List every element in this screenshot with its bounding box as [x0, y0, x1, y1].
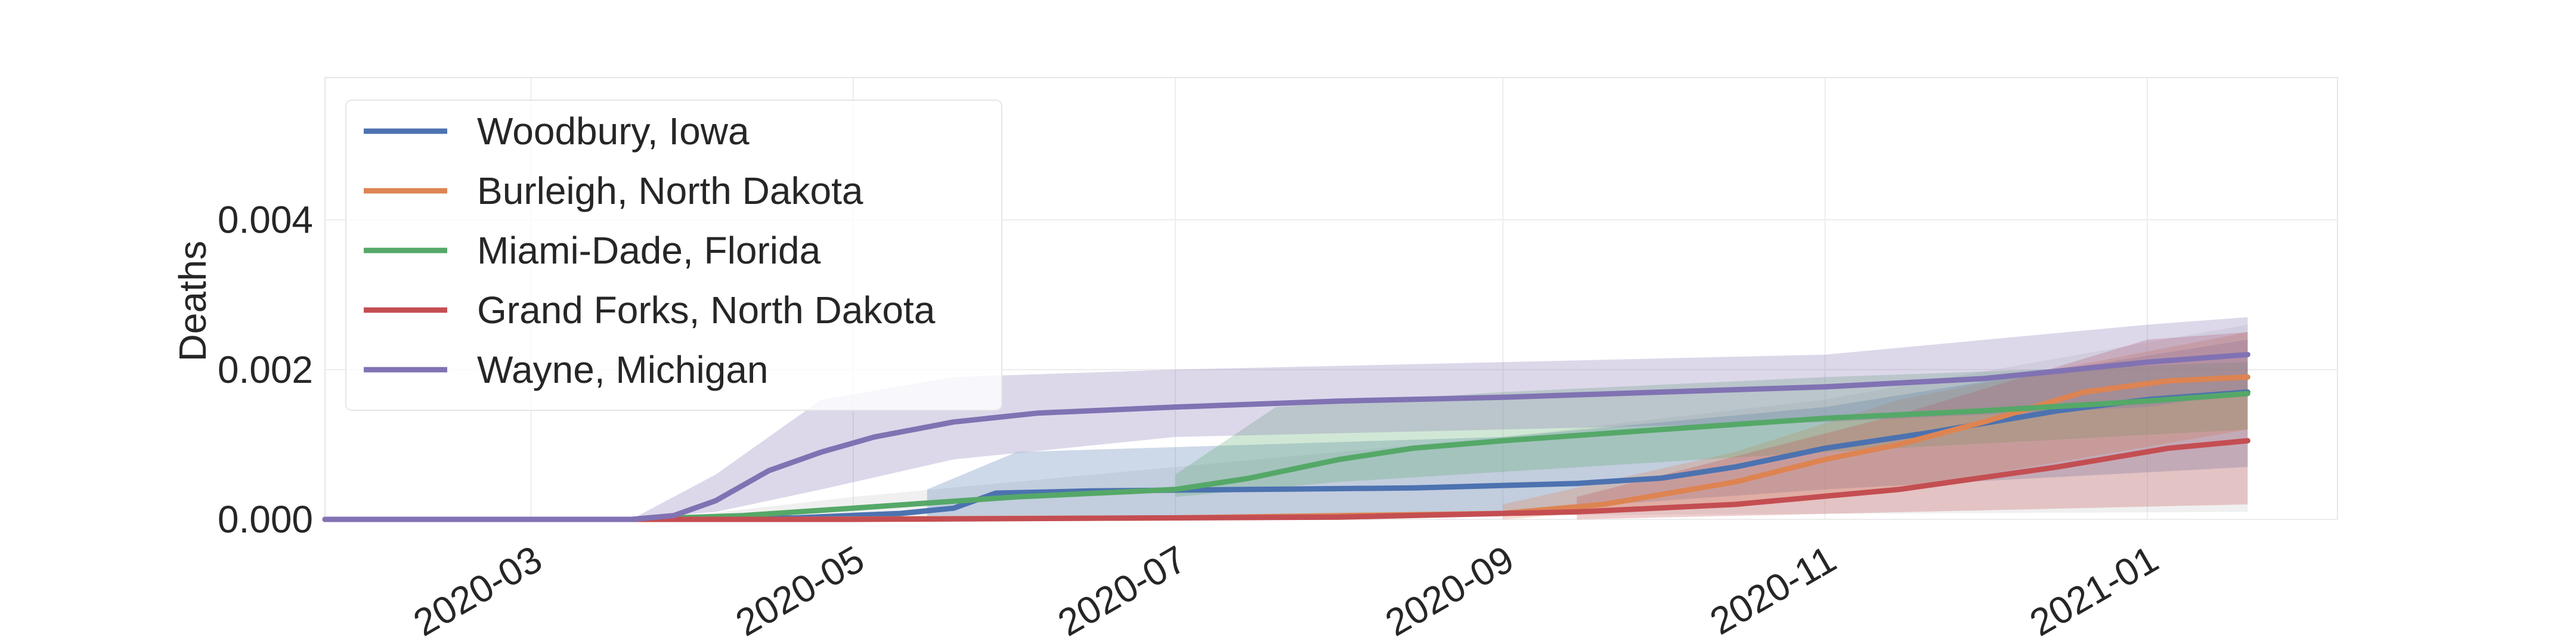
legend-label: Woodbury, Iowa: [477, 110, 750, 153]
y-tick-label: 0.002: [218, 348, 313, 391]
legend: Woodbury, Iowa Burleigh, North Dakota Miam…: [345, 100, 1002, 411]
y-axis-tick-labels: 0.000 0.002 0.004: [218, 199, 313, 541]
y-axis-label: Deaths: [171, 241, 214, 362]
series-line: [322, 438, 2250, 522]
x-tick-label: 2020-11: [1703, 537, 1843, 643]
background-band-area: [658, 324, 2248, 519]
series-lines: [322, 352, 2250, 522]
series-line: [322, 391, 2250, 522]
series-band: [631, 317, 2248, 519]
legend-label: Wayne, Michigan: [477, 348, 769, 391]
y-tick-label: 0.000: [218, 498, 313, 541]
legend-box: [345, 100, 1002, 411]
x-tick-label: 2021-01: [2023, 537, 2165, 644]
x-tick-label: 2020-05: [729, 537, 871, 644]
legend-label: Burleigh, North Dakota: [477, 169, 863, 212]
background-county-band: [658, 324, 2248, 519]
x-tick-label: 2020-03: [406, 537, 549, 644]
series-band: [1577, 332, 2248, 519]
series-line: [322, 352, 2250, 522]
x-tick-label: 2020-09: [1378, 537, 1521, 644]
y-tick-label: 0.004: [218, 199, 313, 242]
legend-label: Grand Forks, North Dakota: [477, 289, 936, 332]
x-tick-label: 2020-07: [1051, 537, 1193, 644]
series-band: [1175, 362, 2248, 497]
legend-label: Miami-Dade, Florida: [477, 229, 821, 272]
x-axis-tick-labels: 2020-03 2020-05 2020-07 2020-09 2020-11 2021-…: [406, 537, 2165, 644]
